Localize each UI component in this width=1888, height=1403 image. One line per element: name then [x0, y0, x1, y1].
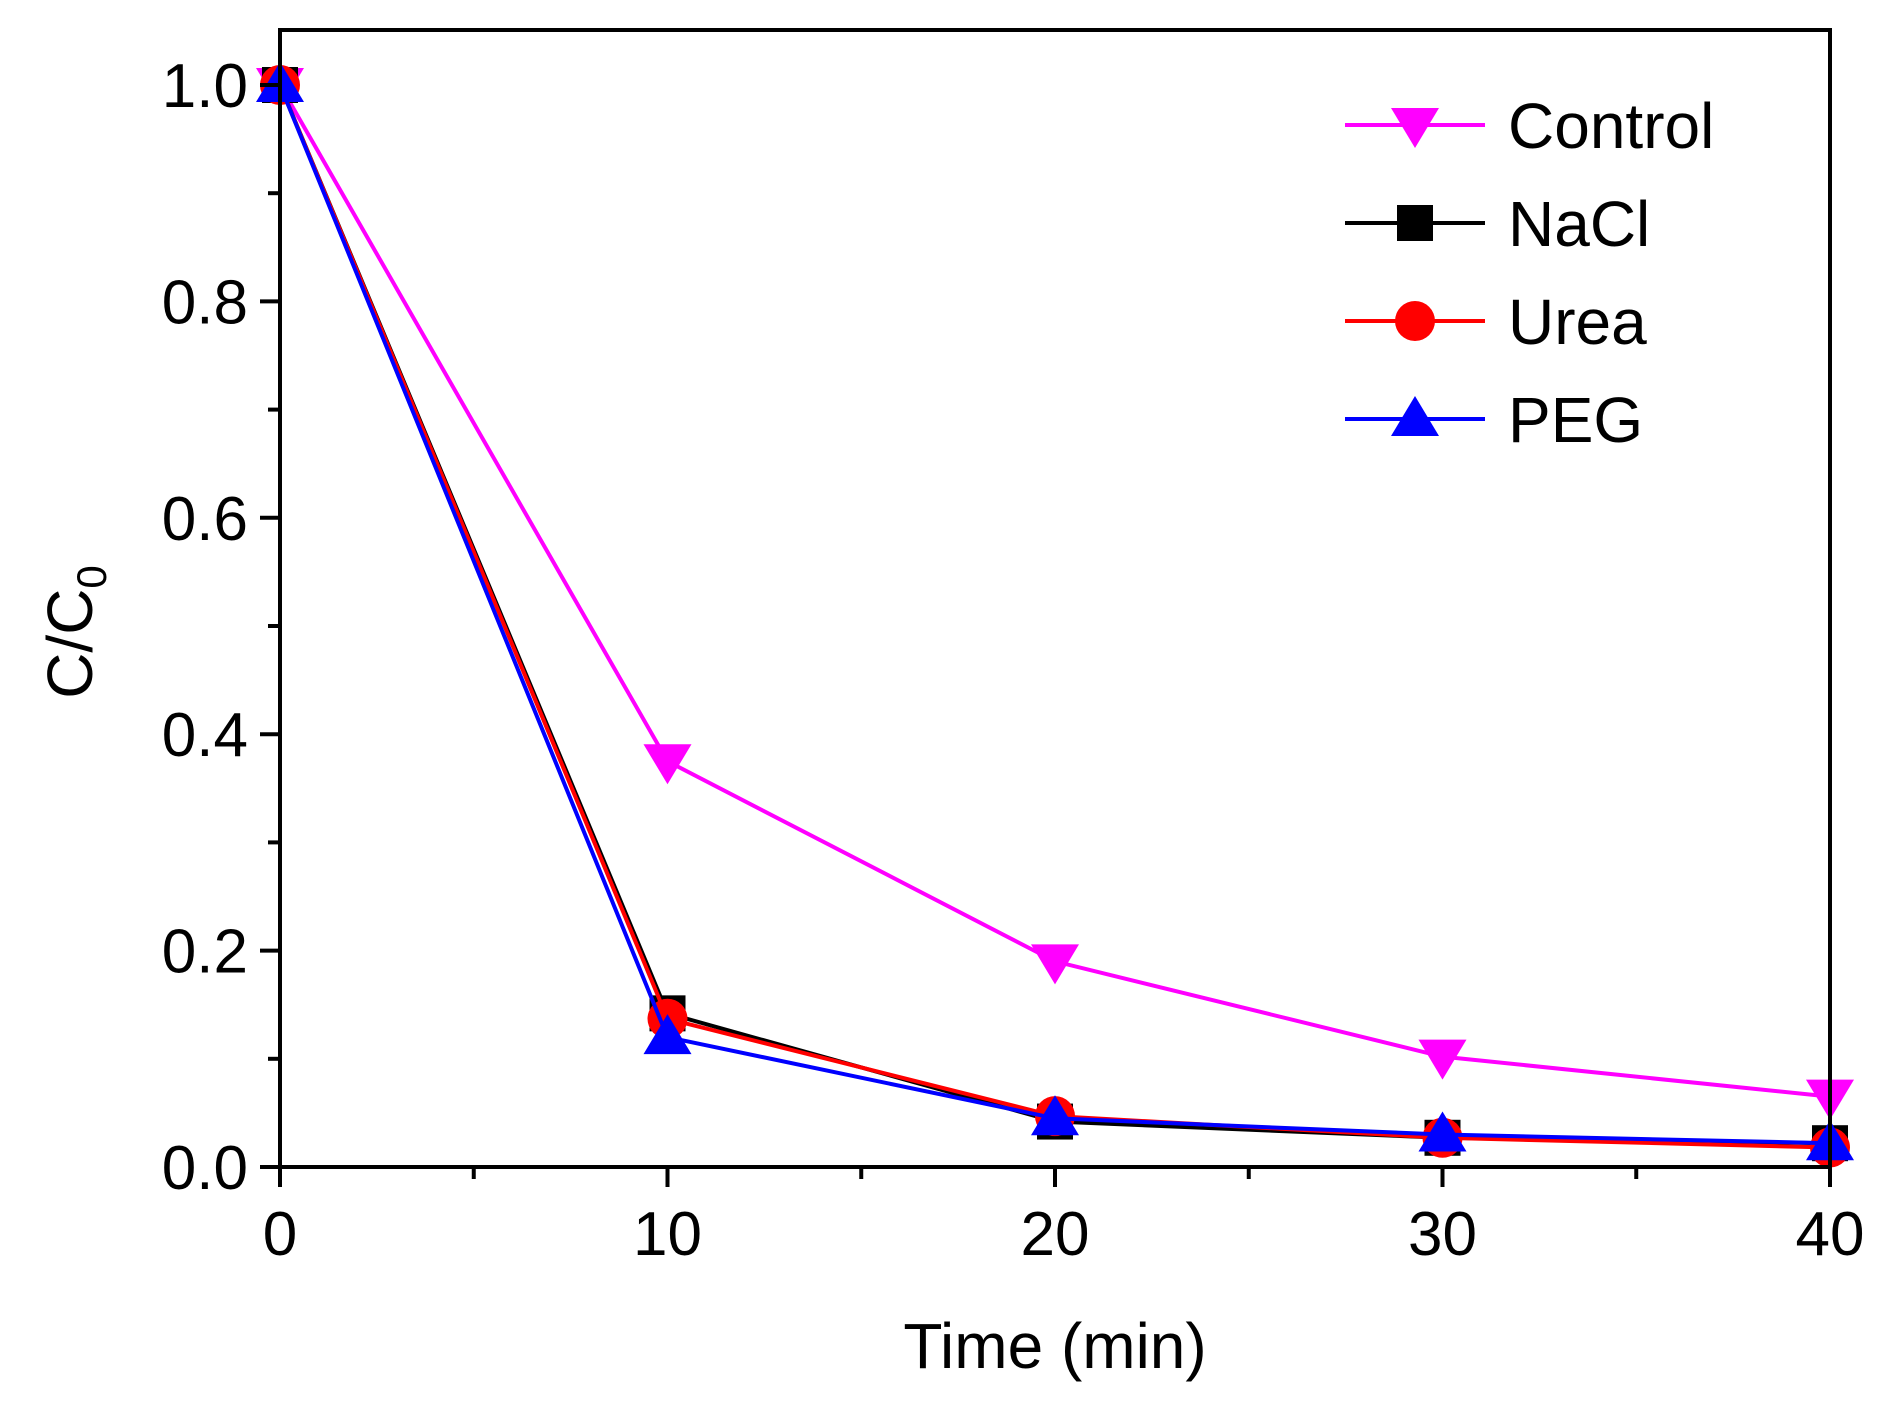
legend-marker-nacl [1397, 205, 1433, 241]
y-tick-label-0.8: 0.8 [162, 268, 248, 337]
legend-label-control: Control [1508, 90, 1714, 162]
x-tick-label-40: 40 [1796, 1200, 1865, 1269]
x-tick-label-10: 10 [633, 1200, 702, 1269]
legend-item-peg: PEG [1345, 384, 1643, 456]
legend-item-control: Control [1345, 90, 1714, 162]
data-point-control-1 [643, 744, 692, 785]
svg-text:C/C0: C/C0 [34, 565, 115, 699]
y-axis-title-main: C/C [34, 589, 106, 699]
legend-label-nacl: NaCl [1508, 188, 1650, 260]
y-axis-title-subscript: 0 [68, 565, 115, 588]
x-tick-label-0: 0 [263, 1200, 297, 1269]
data-point-peg-2 [1031, 1095, 1079, 1136]
legend-item-nacl: NaCl [1345, 188, 1650, 260]
legend-label-peg: PEG [1508, 384, 1643, 456]
legend-marker-peg [1391, 396, 1439, 436]
y-tick-label-0.6: 0.6 [162, 485, 248, 554]
data-point-control-3 [1418, 1039, 1467, 1080]
data-point-peg-3 [1418, 1111, 1467, 1152]
legend-marker-urea [1395, 301, 1435, 341]
data-point-control-2 [1031, 944, 1079, 985]
legend-label-urea: Urea [1508, 286, 1647, 358]
legend-marker-control [1391, 108, 1439, 148]
ticks-layer: 0 10 20 30 40 0.0 0.2 0.4 0.6 0.8 1.0 [162, 52, 1865, 1269]
x-tick-label-30: 30 [1408, 1200, 1477, 1269]
y-axis-title: C/C0 [34, 565, 115, 699]
x-axis-title: Time (min) [903, 1310, 1206, 1382]
legend-item-urea: Urea [1345, 286, 1647, 358]
y-tick-label-0.4: 0.4 [162, 701, 248, 770]
y-tick-label-1: 1.0 [162, 52, 248, 121]
x-tick-label-20: 20 [1021, 1200, 1090, 1269]
y-tick-label-0: 0.0 [162, 1134, 248, 1203]
data-point-peg-1 [643, 1014, 692, 1055]
legend: Control NaCl Urea PEG [1345, 90, 1714, 456]
y-tick-label-0.2: 0.2 [162, 918, 248, 987]
